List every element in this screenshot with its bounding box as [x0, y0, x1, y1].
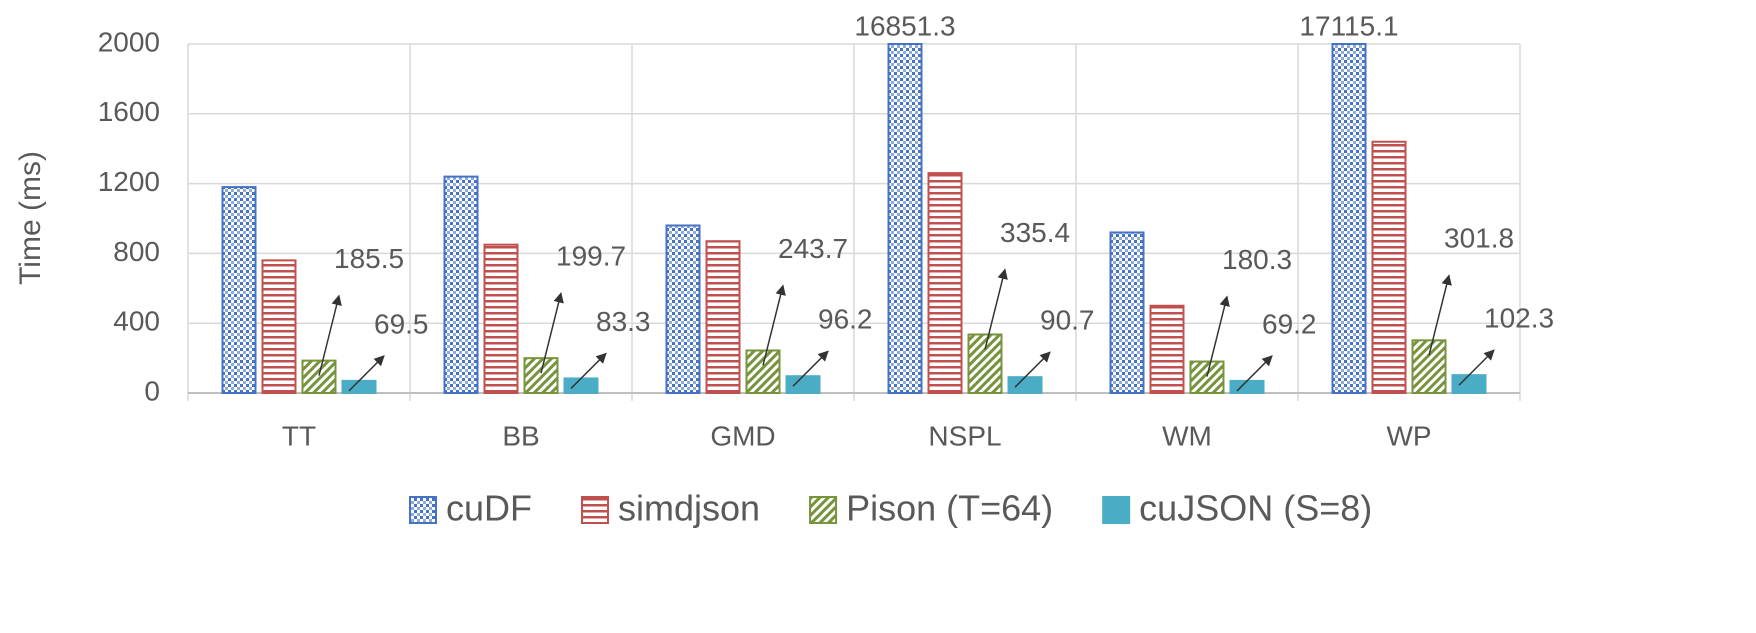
bar	[927, 172, 963, 394]
y-tick-label: 800	[113, 236, 160, 267]
data-label: 83.3	[596, 306, 651, 337]
bar	[1229, 379, 1265, 394]
data-label: 102.3	[1484, 303, 1554, 334]
bar	[1371, 140, 1407, 394]
bar	[887, 43, 923, 394]
legend-swatch	[1102, 496, 1131, 524]
x-tick-label: GMD	[710, 420, 775, 451]
data-label: 16851.3	[854, 10, 955, 41]
data-label: 335.4	[1000, 217, 1070, 248]
x-tick-label: WP	[1386, 420, 1431, 451]
data-label: 69.5	[374, 308, 429, 339]
data-label: 96.2	[818, 304, 873, 335]
label-arrow	[1458, 349, 1495, 386]
legend-label: Pison (T=64)	[846, 488, 1053, 529]
label-arrow	[1236, 355, 1273, 392]
x-tick-label: TT	[282, 420, 316, 451]
y-tick-label: 1600	[98, 96, 160, 127]
bar	[261, 259, 297, 394]
bar	[1411, 339, 1447, 395]
bar	[1149, 304, 1185, 394]
bar	[1451, 374, 1487, 395]
label-arrow	[540, 292, 564, 374]
data-label: 199.7	[556, 241, 626, 272]
label-arrow	[792, 350, 829, 387]
y-tick-label: 400	[113, 306, 160, 337]
bar	[665, 224, 701, 394]
label-arrow	[570, 352, 607, 389]
data-label: 243.7	[778, 233, 848, 264]
label-arrow	[1428, 274, 1452, 356]
data-label: 180.3	[1222, 244, 1292, 275]
label-arrow	[318, 294, 342, 376]
bar	[563, 377, 599, 394]
bar	[523, 357, 559, 394]
x-tick-label: WM	[1162, 420, 1212, 451]
y-tick-label: 2000	[98, 26, 160, 57]
label-arrow	[1206, 295, 1230, 377]
bar	[221, 186, 257, 394]
y-tick-label: 1200	[98, 166, 160, 197]
y-tick-label: 0	[144, 375, 160, 406]
bar	[443, 175, 479, 394]
bar	[967, 333, 1003, 394]
data-label: 185.5	[334, 243, 404, 274]
y-axis-label: Time (ms)	[14, 151, 47, 285]
x-tick-label: BB	[502, 420, 539, 451]
bar	[1007, 376, 1043, 395]
legend-label: cuDF	[446, 488, 532, 529]
legend-swatch	[809, 496, 838, 524]
legend-swatch	[581, 496, 610, 524]
legend-label: simdjson	[618, 488, 760, 529]
bar	[745, 349, 781, 395]
bar	[483, 243, 519, 394]
bar	[705, 240, 741, 394]
label-arrow	[762, 284, 786, 366]
label-arrow	[348, 355, 385, 392]
bar	[1331, 43, 1367, 394]
x-tick-label: NSPL	[928, 420, 1001, 451]
bar	[785, 375, 821, 395]
legend-label: cuJSON (S=8)	[1139, 488, 1372, 529]
bar	[1189, 360, 1225, 395]
bar	[1109, 231, 1145, 394]
data-label: 301.8	[1444, 223, 1514, 254]
data-label: 90.7	[1040, 305, 1095, 336]
legend-swatch	[409, 496, 437, 524]
data-label: 17115.1	[1299, 10, 1398, 41]
bar	[341, 379, 377, 395]
data-label: 69.2	[1262, 308, 1317, 339]
bar	[301, 359, 337, 394]
label-arrow	[1014, 351, 1051, 388]
label-arrow	[984, 268, 1008, 350]
